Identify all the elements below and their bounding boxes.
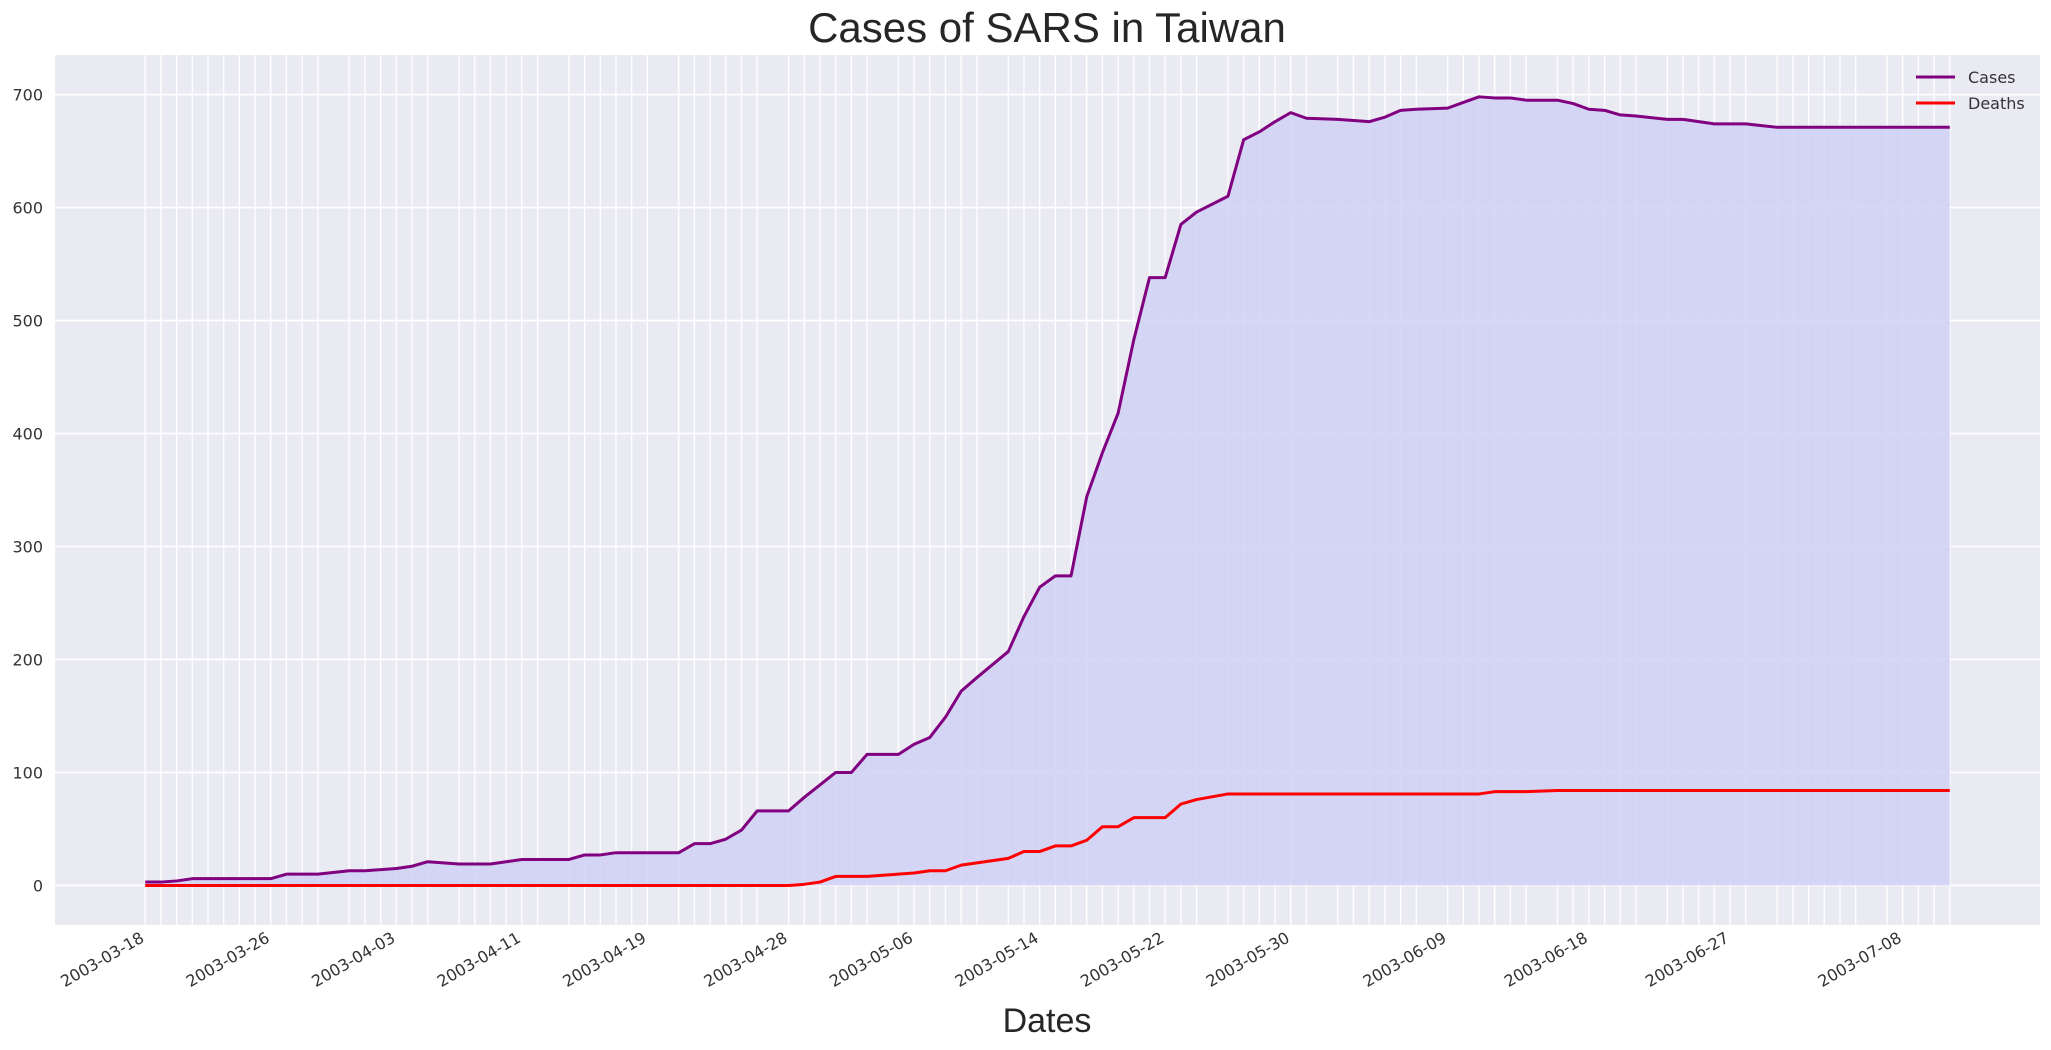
x-tick-label: 2003-03-26 [183, 928, 273, 991]
y-tick-label: 500 [12, 312, 43, 331]
y-tick-label: 0 [33, 876, 43, 895]
x-tick-label: 2003-04-19 [559, 928, 649, 991]
x-tick-label: 2003-04-03 [308, 928, 398, 991]
x-tick-label: 2003-04-11 [434, 928, 524, 991]
x-axis-ticks: 2003-03-18 2003-03-26 2003-04-03 2003-04-11… [57, 928, 1904, 991]
x-axis-label: Dates [1003, 1002, 1092, 1040]
y-tick-label: 400 [12, 425, 43, 444]
x-tick-label: 2003-05-30 [1203, 928, 1293, 991]
x-tick-label: 2003-05-14 [952, 928, 1042, 991]
series-lines [145, 95, 1950, 887]
cases-area-fill [145, 96, 1950, 886]
series-line-cases [145, 95, 1950, 884]
series-line-deaths [145, 789, 1950, 887]
y-tick-label: 300 [12, 537, 43, 556]
x-tick-label: 2003-06-18 [1501, 928, 1591, 991]
y-axis-ticks: 0 100 200 300 400 500 600 700 [12, 86, 43, 896]
x-tick-label: 2003-05-06 [826, 928, 916, 991]
chart-title: Cases of SARS in Taiwan [808, 4, 1286, 51]
y-tick-label: 200 [12, 650, 43, 669]
x-tick-label: 2003-06-27 [1642, 928, 1732, 991]
legend-label-cases: Cases [1968, 68, 2016, 87]
x-tick-label: 2003-06-09 [1360, 928, 1450, 991]
legend: Cases Deaths [1916, 68, 2025, 113]
x-tick-label: 2003-05-22 [1077, 928, 1167, 991]
x-tick-label: 2003-03-18 [57, 928, 147, 991]
legend-label-deaths: Deaths [1968, 94, 2025, 113]
x-tick-label: 2003-04-28 [701, 928, 791, 991]
y-tick-label: 700 [12, 86, 43, 105]
y-tick-label: 100 [12, 763, 43, 782]
x-tick-label: 2003-07-08 [1815, 928, 1905, 991]
y-tick-label: 600 [12, 199, 43, 218]
